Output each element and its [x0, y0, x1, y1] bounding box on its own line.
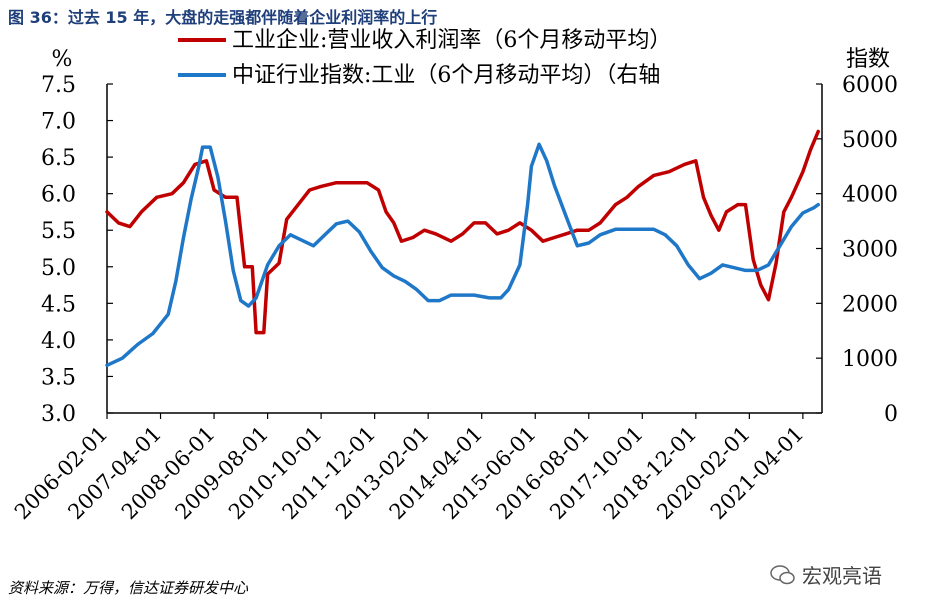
chat-bubble-icon — [770, 564, 795, 584]
right-tick-label: 0 — [884, 402, 898, 427]
right-tick-label: 4000 — [842, 183, 898, 208]
right-tick-label: 2000 — [842, 292, 898, 317]
right-axis-title: 指数 — [846, 47, 890, 72]
left-tick-label: 6.0 — [41, 183, 76, 208]
left-tick-label: 3.5 — [41, 365, 76, 390]
axes-layer: % 3.0 3.5 4.0 4.5 5.0 5.5 6.0 6.5 7.0 7.5 0 1000 2000… — [10, 47, 898, 524]
right-tick-label: 3000 — [842, 238, 898, 263]
right-tick-label: 5000 — [842, 128, 898, 153]
watermark: 宏观亮语 — [770, 560, 882, 589]
left-tick-label: 7.5 — [41, 73, 76, 98]
right-tick-label: 6000 — [842, 73, 898, 98]
watermark-text: 宏观亮语 — [802, 564, 882, 588]
left-tick-label: 4.0 — [41, 329, 76, 354]
left-tick-label: 5.0 — [41, 256, 76, 281]
left-tick-label: 3.0 — [41, 402, 76, 427]
left-tick-label: 4.5 — [41, 292, 76, 317]
series-line-2 — [105, 142, 820, 368]
series-layer — [105, 129, 820, 368]
right-tick-label: 1000 — [842, 347, 898, 372]
left-tick-label: 5.5 — [41, 219, 76, 244]
left-axis-unit: % — [52, 47, 73, 72]
legend-label-2: 中证行业指数:工业（6个月移动平均）（右轴 — [232, 63, 660, 88]
legend: 工业企业:营业收入利润率（6个月移动平均） 中证行业指数:工业（6个月移动平均）（… — [178, 28, 890, 88]
legend-label-1: 工业企业:营业收入利润率（6个月移动平均） — [232, 28, 671, 53]
left-tick-label: 7.0 — [41, 110, 76, 135]
chart-title: 图 36：过去 15 年，大盘的走强都伴随着企业利润率的上行 — [8, 8, 438, 27]
source-note: 资料来源：万得，信达证券研发中心 — [8, 579, 249, 597]
series-line-1 — [105, 129, 820, 335]
left-tick-label: 6.5 — [41, 146, 76, 171]
